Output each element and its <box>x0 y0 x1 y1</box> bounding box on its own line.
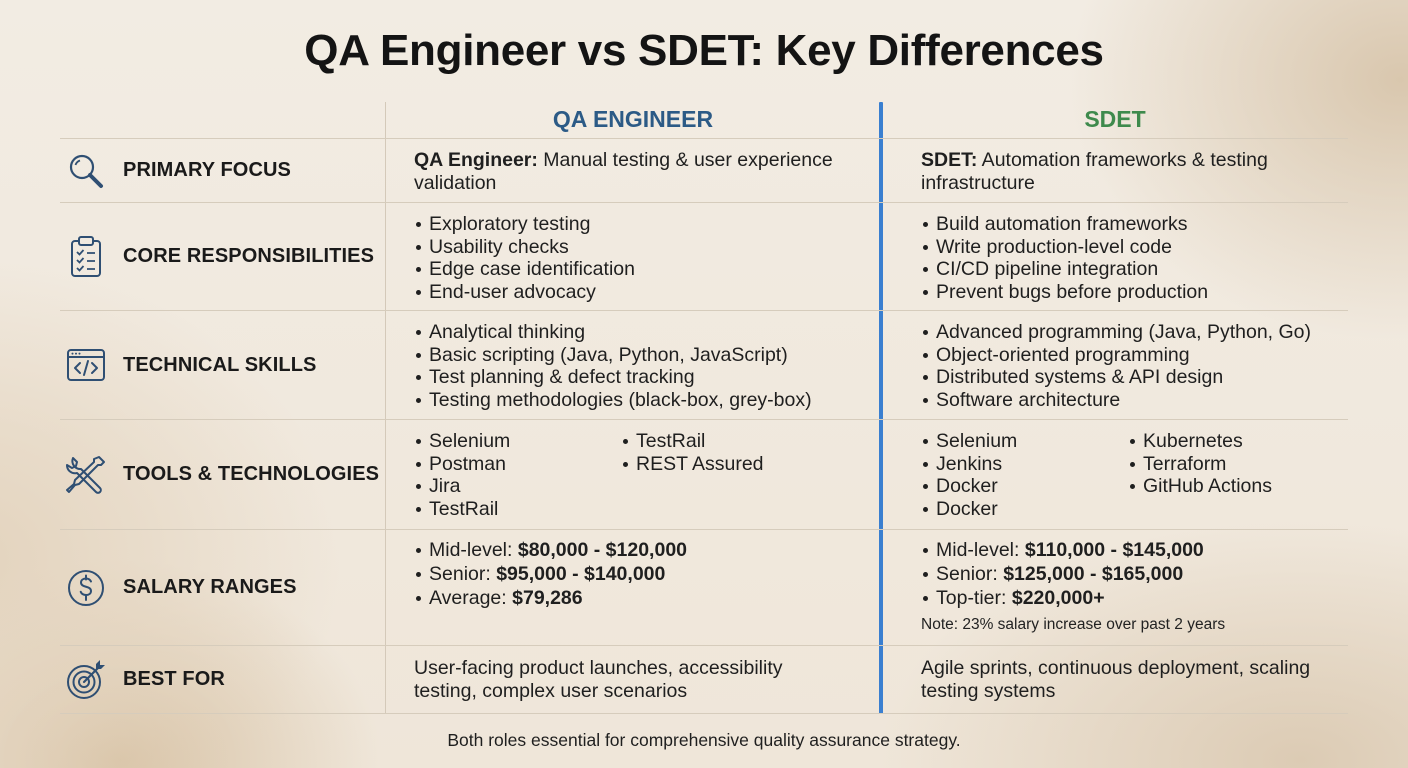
list-item: Object-oriented programming <box>921 344 1341 367</box>
footer-note: Both roles essential for comprehensive q… <box>447 730 961 750</box>
list-item: End-user advocacy <box>414 281 874 304</box>
list-item: Jira <box>414 475 621 498</box>
row-salary-ranges: SALARY RANGES Mid-level: $80,000 - $120,… <box>60 530 1348 645</box>
list-item: Write production-level code <box>921 236 1341 259</box>
row-divider <box>60 713 1348 714</box>
sdet-core-list: Build automation frameworks Write produc… <box>921 213 1341 303</box>
row-label: SALARY RANGES <box>60 530 385 645</box>
list-item: Mid-level: $110,000 - $145,000 <box>921 538 1341 562</box>
list-item: Software architecture <box>921 389 1341 412</box>
magnifier-icon <box>62 147 110 195</box>
list-item: Kubernetes <box>1128 430 1272 453</box>
sdet-skills-list: Advanced programming (Java, Python, Go) … <box>921 321 1341 411</box>
code-window-icon <box>62 341 110 389</box>
list-item: Selenium <box>921 430 1128 453</box>
list-item: CI/CD pipeline integration <box>921 258 1341 281</box>
list-item: Docker <box>921 498 1128 521</box>
sdet-best-for: Agile sprints, continuous deployment, sc… <box>921 657 1311 702</box>
row-divider <box>60 529 1348 530</box>
list-item: Senior: $95,000 - $140,000 <box>414 562 874 586</box>
row-label: BEST FOR <box>60 646 385 713</box>
clipboard-checklist-icon <box>62 233 110 281</box>
qa-tools-list: Selenium Postman Jira TestRail TestRail … <box>414 430 874 520</box>
salary-note: Note: 23% salary increase over past 2 ye… <box>921 616 1226 633</box>
qa-salary-list: Mid-level: $80,000 - $120,000 Senior: $9… <box>414 538 874 610</box>
list-item: TestRail <box>621 430 764 453</box>
wrench-screwdriver-icon <box>62 451 110 499</box>
list-item: Exploratory testing <box>414 213 874 236</box>
sdet-divider-accent <box>879 102 883 714</box>
list-item: Build automation frameworks <box>921 213 1341 236</box>
target-icon <box>62 656 110 704</box>
row-core-responsibilities: CORE RESPONSIBILITIES Exploratory testin… <box>60 203 1348 310</box>
list-item: Distributed systems & API design <box>921 366 1341 389</box>
list-item: Prevent bugs before production <box>921 281 1341 304</box>
sdet-tools-column-1: Selenium Jenkins Docker Docker <box>921 430 1128 520</box>
row-divider <box>60 138 1348 139</box>
row-label: CORE RESPONSIBILITIES <box>60 203 385 310</box>
list-item: Jenkins <box>921 453 1128 476</box>
list-item: Postman <box>414 453 621 476</box>
sdet-tools-column-2: Kubernetes Terraform GitHub Actions <box>1128 430 1272 520</box>
list-item: Advanced programming (Java, Python, Go) <box>921 321 1341 344</box>
list-item: GitHub Actions <box>1128 475 1272 498</box>
list-item: Basic scripting (Java, Python, JavaScrip… <box>414 344 874 367</box>
qa-core-list: Exploratory testing Usability checks Edg… <box>414 213 874 303</box>
row-divider <box>60 419 1348 420</box>
sdet-salary-list: Mid-level: $110,000 - $145,000 Senior: $… <box>921 538 1341 610</box>
list-item: REST Assured <box>621 453 764 476</box>
list-item: Terraform <box>1128 453 1272 476</box>
row-technical-skills: TECHNICAL SKILLS Analytical thinking Bas… <box>60 311 1348 419</box>
qa-tools-column-1: Selenium Postman Jira TestRail <box>414 430 621 520</box>
qa-tools-column-2: TestRail REST Assured <box>621 430 764 520</box>
row-divider <box>60 310 1348 311</box>
qa-skills-list: Analytical thinking Basic scripting (Jav… <box>414 321 874 411</box>
list-item: Test planning & defect tracking <box>414 366 874 389</box>
list-item: Top-tier: $220,000+ <box>921 586 1341 610</box>
list-item: Senior: $125,000 - $165,000 <box>921 562 1341 586</box>
list-item: Average: $79,286 <box>414 586 874 610</box>
list-item: Testing methodologies (black-box, grey-b… <box>414 389 874 412</box>
row-label: PRIMARY FOCUS <box>60 139 385 202</box>
list-item: Docker <box>921 475 1128 498</box>
page-title: QA Engineer vs SDET: Key Differences <box>304 26 1104 75</box>
row-primary-focus: PRIMARY FOCUS QA Engineer: Manual testin… <box>60 139 1348 202</box>
row-divider <box>60 202 1348 203</box>
list-item: TestRail <box>414 498 621 521</box>
row-divider <box>60 645 1348 646</box>
qa-primary-focus: QA Engineer: Manual testing & user exper… <box>414 149 833 194</box>
list-item: Selenium <box>414 430 621 453</box>
row-tools-technologies: TOOLS & TECHNOLOGIES Selenium Postman Ji… <box>60 420 1348 529</box>
sdet-primary-focus: SDET: Automation frameworks & testing in… <box>921 149 1268 194</box>
qa-best-for: User-facing product launches, accessibil… <box>414 657 783 702</box>
dollar-circle-icon <box>62 564 110 612</box>
row-best-for: BEST FOR User-facing product launches, a… <box>60 646 1348 713</box>
qa-column-header: QA ENGINEER <box>552 106 714 132</box>
list-item: Usability checks <box>414 236 874 259</box>
sdet-column-header: SDET <box>1084 106 1146 132</box>
row-label: TOOLS & TECHNOLOGIES <box>60 420 385 529</box>
sdet-salary-block: Mid-level: $110,000 - $145,000 Senior: $… <box>921 538 1341 637</box>
list-item: Mid-level: $80,000 - $120,000 <box>414 538 874 562</box>
sdet-tools-list: Selenium Jenkins Docker Docker Kubernete… <box>921 430 1341 520</box>
column-divider <box>385 102 386 714</box>
list-item: Edge case identification <box>414 258 874 281</box>
list-item: Analytical thinking <box>414 321 874 344</box>
row-label: TECHNICAL SKILLS <box>60 311 385 419</box>
